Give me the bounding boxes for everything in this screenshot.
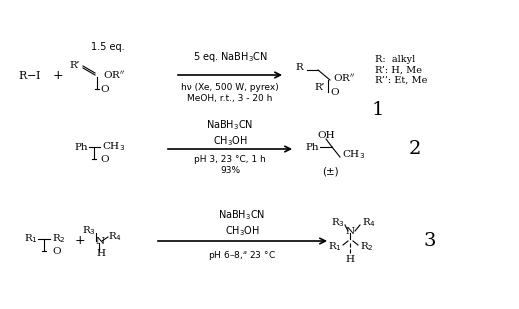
Text: H: H <box>96 248 105 257</box>
Text: R$_3$: R$_3$ <box>331 217 345 229</box>
Text: hν (Xe, 500 W, pyrex)
MeOH, r.t., 3 - 20 h: hν (Xe, 500 W, pyrex) MeOH, r.t., 3 - 20… <box>181 83 279 103</box>
Text: R$_1$: R$_1$ <box>328 241 342 253</box>
Text: O: O <box>330 87 338 96</box>
Text: pH 6–8,$^a$ 23 °C: pH 6–8,$^a$ 23 °C <box>208 248 276 261</box>
Text: (±): (±) <box>322 166 338 176</box>
Text: O: O <box>52 247 61 256</box>
Text: CH$_3$: CH$_3$ <box>102 141 125 153</box>
Text: R’: R’ <box>315 83 325 91</box>
Text: pH 3, 23 °C, 1 h
93%: pH 3, 23 °C, 1 h 93% <box>194 155 266 175</box>
Text: Ph: Ph <box>305 142 319 151</box>
Text: N: N <box>96 236 105 245</box>
Text: +: + <box>53 69 63 82</box>
Text: +: + <box>75 235 85 248</box>
Text: 5 eq. NaBH$_3$CN: 5 eq. NaBH$_3$CN <box>193 50 267 64</box>
Text: R$_2$: R$_2$ <box>52 233 66 245</box>
Text: OR$^{\prime\prime}$: OR$^{\prime\prime}$ <box>333 72 356 84</box>
Text: Ph: Ph <box>74 142 88 151</box>
Text: R$_1$: R$_1$ <box>24 233 38 245</box>
Text: R’: R’ <box>70 61 80 70</box>
Text: 2: 2 <box>409 140 421 158</box>
Text: O: O <box>100 84 108 94</box>
Text: 1: 1 <box>372 101 384 119</box>
Text: N: N <box>346 226 354 235</box>
Text: NaBH$_3$CN
CH$_3$OH: NaBH$_3$CN CH$_3$OH <box>218 208 266 238</box>
Text: R:  alkyl
R’: H, Me
R’’: Et, Me: R: alkyl R’: H, Me R’’: Et, Me <box>375 55 427 85</box>
Text: R$-$I: R$-$I <box>18 69 42 81</box>
Text: R$_3$: R$_3$ <box>82 225 96 237</box>
Text: O: O <box>100 154 108 163</box>
Text: H: H <box>346 255 354 264</box>
Text: CH$_3$: CH$_3$ <box>342 149 365 161</box>
Text: 1.5 eq.: 1.5 eq. <box>91 42 125 52</box>
Text: NaBH$_3$CN
CH$_3$OH: NaBH$_3$CN CH$_3$OH <box>207 118 254 148</box>
Text: R$_4$: R$_4$ <box>108 231 122 243</box>
Text: OH: OH <box>317 130 335 139</box>
Text: OR$^{\prime\prime}$: OR$^{\prime\prime}$ <box>103 69 125 81</box>
Text: R: R <box>295 62 303 71</box>
Text: 3: 3 <box>424 232 436 250</box>
Text: R$_4$: R$_4$ <box>362 217 376 229</box>
Text: R$_2$: R$_2$ <box>360 241 374 253</box>
